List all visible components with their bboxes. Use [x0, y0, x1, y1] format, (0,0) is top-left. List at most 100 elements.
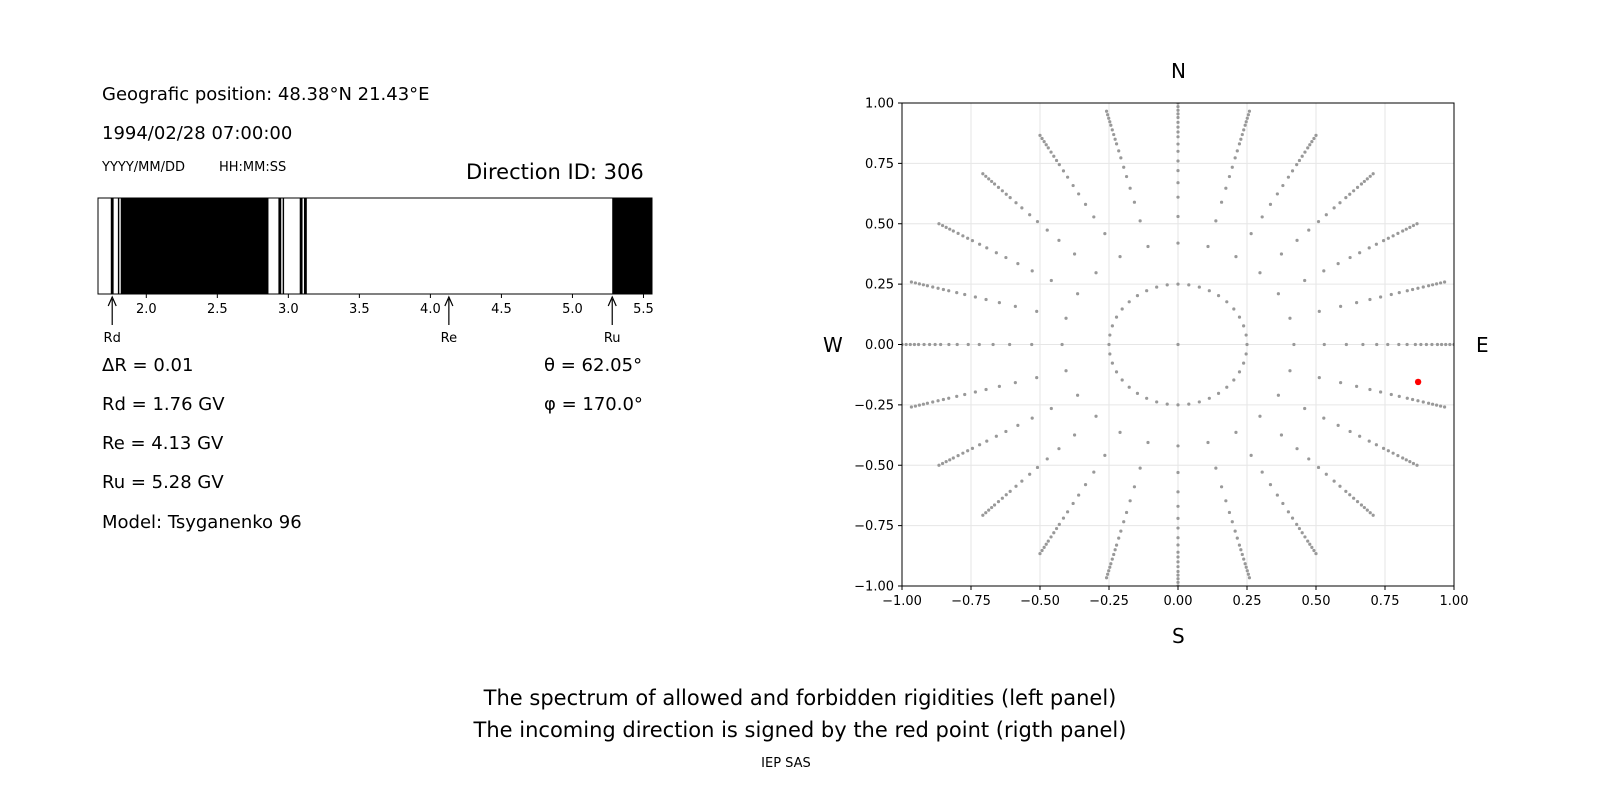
direction-point [1279, 252, 1284, 256]
direction-point [1344, 196, 1348, 200]
direction-point [1295, 238, 1299, 242]
direction-point [984, 297, 988, 302]
direction-point [1120, 307, 1124, 311]
direction-point [1044, 542, 1048, 546]
direction-point [1206, 244, 1210, 249]
direction-point [1237, 315, 1242, 319]
direction-point [1314, 133, 1318, 137]
direction-point [1411, 223, 1416, 228]
direction-point [992, 503, 997, 507]
direction-point [925, 284, 930, 288]
direction-point [1176, 580, 1180, 584]
direction-point [948, 458, 952, 462]
caption-line-1: The spectrum of allowed and forbidden ri… [483, 686, 1117, 710]
direction-point [1244, 120, 1248, 124]
direction-point [1300, 154, 1304, 158]
direction-point [1348, 493, 1352, 497]
direction-point [1066, 510, 1070, 514]
direction-point [1106, 572, 1110, 576]
ru-value: Ru = 5.28 GV [102, 472, 224, 493]
direction-point [1176, 470, 1180, 475]
x-tick-label: 5.0 [562, 302, 583, 317]
marker-label: Ru [604, 331, 621, 346]
x-tick-label: −0.75 [951, 594, 991, 609]
direction-point [917, 282, 922, 286]
direction-point [1187, 402, 1191, 406]
direction-point [1120, 378, 1124, 382]
direction-point [1035, 309, 1039, 313]
direction-point [1312, 548, 1316, 553]
direction-point [966, 236, 970, 240]
direction-point [1176, 149, 1180, 153]
re-value: Re = 4.13 GV [102, 433, 224, 454]
direction-point [1146, 244, 1150, 249]
direction-point [1216, 294, 1221, 298]
direction-point [1411, 287, 1415, 292]
forbidden-band [282, 198, 285, 294]
direction-point [966, 449, 970, 453]
direction-point [1401, 456, 1405, 460]
direction-point [1374, 242, 1378, 246]
direction-point [1016, 261, 1020, 266]
direction-point [1057, 522, 1061, 526]
direction-point [1336, 423, 1340, 428]
direction-point [1408, 225, 1412, 229]
direction-point [1176, 159, 1180, 163]
direction-point [1122, 165, 1126, 169]
direction-point [1348, 255, 1352, 260]
direction-point [978, 443, 982, 447]
direction-point [937, 463, 941, 467]
direction-point [1049, 406, 1053, 411]
direction-point [1176, 577, 1180, 581]
direction-point [1419, 342, 1423, 347]
direction-point [1295, 522, 1299, 526]
theta-value: θ = 62.05° [544, 355, 643, 376]
direction-point [1365, 508, 1369, 512]
direction-point [1448, 342, 1452, 347]
direction-point [944, 460, 948, 464]
x-tick-label: 1.00 [1440, 594, 1469, 609]
direction-point [941, 287, 945, 292]
forbidden-band [612, 198, 652, 294]
direction-point [1049, 150, 1053, 154]
direction-point [1083, 202, 1088, 206]
x-tick-label: 3.0 [278, 302, 299, 317]
x-tick-label: 0.00 [1164, 594, 1193, 609]
direction-point [1235, 536, 1239, 540]
direction-point [973, 295, 977, 299]
marker-label: Rd [104, 331, 121, 346]
direction-point [1232, 378, 1236, 382]
direction-point [1118, 255, 1122, 259]
direction-point [1061, 169, 1066, 173]
direction-point [1049, 278, 1053, 283]
direction-point [1176, 403, 1180, 407]
direction-point [1176, 195, 1180, 199]
direction-point [1434, 282, 1439, 286]
direction-point [1405, 396, 1409, 400]
direction-point [1104, 109, 1109, 113]
direction-point [1295, 447, 1299, 451]
direction-point [1187, 283, 1191, 287]
direction-point [1138, 466, 1142, 470]
direction-point [1316, 465, 1321, 470]
direction-id: Direction ID: 306 [466, 160, 644, 184]
direction-point [1415, 222, 1419, 226]
direction-point [1103, 232, 1107, 236]
direction-point [1322, 269, 1326, 273]
direction-point [973, 390, 977, 394]
direction-point [1389, 292, 1393, 297]
direction-point [1386, 342, 1390, 347]
direction-point [922, 342, 926, 347]
direction-point [1045, 228, 1049, 232]
direction-point [1430, 283, 1435, 287]
forbidden-band [117, 198, 120, 294]
direction-point [940, 461, 945, 466]
direction-point [1290, 169, 1295, 173]
direction-point [928, 342, 932, 347]
direction-point [1207, 289, 1211, 293]
direction-point [997, 301, 1001, 305]
direction-point [1338, 484, 1342, 488]
direction-point [1444, 342, 1448, 347]
direction-point [1405, 289, 1409, 293]
